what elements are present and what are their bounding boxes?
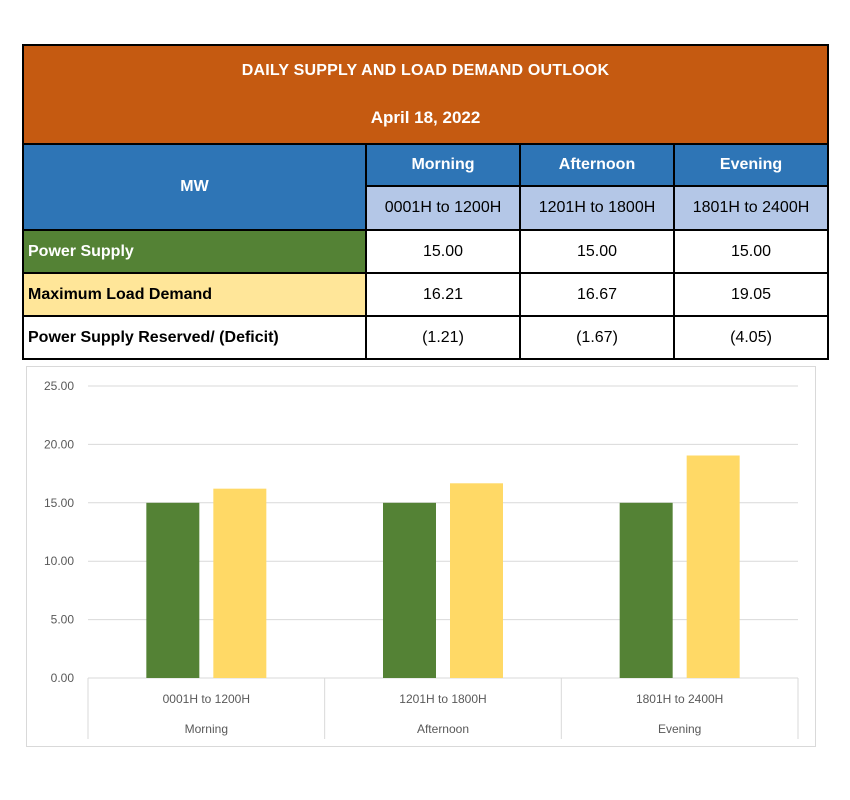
- bar: [619, 502, 673, 678]
- bar: [146, 502, 200, 678]
- supply-demand-table: DAILY SUPPLY AND LOAD DEMAND OUTLOOK Apr…: [21, 44, 830, 360]
- report-date: April 18, 2022: [370, 107, 481, 127]
- table-cell: (4.05): [672, 315, 830, 360]
- table-cell: (1.21): [365, 315, 521, 360]
- row-label-power-supply: Power Supply: [22, 229, 367, 274]
- row-label-reserve-deficit: Power Supply Reserved/ (Deficit): [22, 315, 367, 360]
- table-cell: 15.00: [672, 229, 830, 274]
- table-row: Maximum Load Demand 16.21 16.67 19.05: [22, 272, 830, 317]
- table-row: Power Supply Reserved/ (Deficit) (1.21) …: [22, 315, 830, 360]
- y-tick-label: 0.00: [51, 671, 75, 685]
- period-range-afternoon: 1201H to 1800H: [519, 185, 675, 231]
- bar: [450, 483, 503, 678]
- chart-canvas: 0.00 5.00 10.00 15.00 20.00 25.00 0001H to 120…: [44, 379, 799, 739]
- bar: [213, 488, 267, 678]
- table-cell: 15.00: [519, 229, 675, 274]
- title-header: DAILY SUPPLY AND LOAD DEMAND OUTLOOK Apr…: [21, 44, 830, 145]
- table-cell: 16.67: [519, 272, 675, 317]
- y-tick-label: 5.00: [51, 613, 75, 627]
- table-cell: (1.67): [519, 315, 675, 360]
- row-label-max-load-demand: Maximum Load Demand: [22, 272, 367, 317]
- period-name-evening: Evening: [672, 143, 830, 187]
- x-category-name-label: Afternoon: [417, 722, 469, 736]
- period-name-morning: Morning: [365, 143, 521, 187]
- period-name-afternoon: Afternoon: [519, 143, 675, 187]
- table-row: Power Supply 15.00 15.00 15.00: [22, 229, 830, 274]
- y-tick-label: 15.00: [44, 496, 74, 510]
- bar-chart: 0.00 5.00 10.00 15.00 20.00 25.00 0001H to 120…: [26, 366, 816, 747]
- table-cell: 16.21: [365, 272, 521, 317]
- x-category-range-label: 1201H to 1800H: [399, 692, 486, 706]
- period-range-evening: 1801H to 2400H: [672, 185, 830, 231]
- x-category-name-label: Evening: [658, 722, 701, 736]
- unit-header: MW: [22, 143, 367, 231]
- bar: [686, 455, 740, 678]
- period-range-morning: 0001H to 1200H: [365, 185, 521, 231]
- report-title: DAILY SUPPLY AND LOAD DEMAND OUTLOOK: [241, 61, 610, 79]
- table-cell: 19.05: [672, 272, 830, 317]
- x-category-range-label: 1801H to 2400H: [636, 692, 723, 706]
- bar: [383, 502, 436, 678]
- y-tick-label: 10.00: [44, 554, 74, 568]
- table-cell: 15.00: [365, 229, 521, 274]
- x-category-name-label: Morning: [185, 722, 228, 736]
- x-category-range-label: 0001H to 1200H: [163, 692, 250, 706]
- y-tick-label: 25.00: [44, 379, 74, 393]
- y-tick-label: 20.00: [44, 437, 74, 451]
